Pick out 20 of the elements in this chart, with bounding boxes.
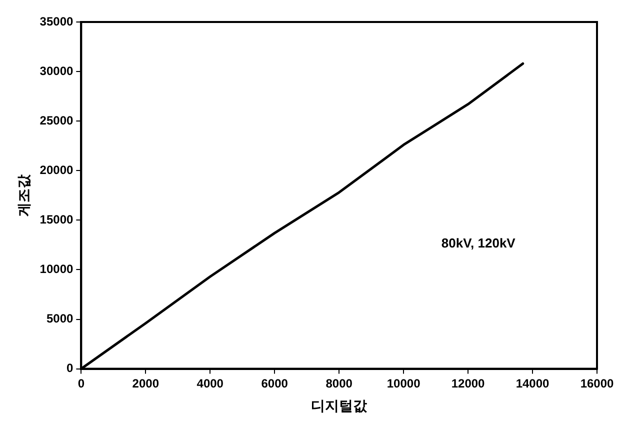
- y-tick-label: 30000: [40, 64, 74, 78]
- y-tick-label: 10000: [40, 262, 74, 276]
- y-tick-label: 25000: [40, 113, 74, 128]
- x-tick-label: 12000: [451, 376, 486, 390]
- x-tick-label: 16000: [580, 376, 614, 390]
- x-tick-label: 6000: [261, 376, 288, 390]
- x-axis-title: 디지털값: [311, 397, 368, 414]
- y-tick-label: 5000: [46, 312, 74, 326]
- x-tick-label: 0: [78, 376, 85, 390]
- y-axis-title: 게조값: [15, 173, 32, 216]
- x-tick-label: 4000: [196, 376, 224, 390]
- x-tick-label: 10000: [386, 376, 421, 390]
- y-tick-label: 35000: [40, 14, 74, 28]
- annotation: 80kV, 120kV: [441, 236, 516, 251]
- x-tick-label: 14000: [516, 376, 550, 390]
- y-tick-label: 15000: [40, 212, 74, 226]
- x-tick-label: 2000: [132, 376, 160, 390]
- y-tick-label: 0: [66, 361, 74, 376]
- y-tick-label: 20000: [40, 162, 74, 177]
- x-tick-label: 8000: [326, 376, 353, 390]
